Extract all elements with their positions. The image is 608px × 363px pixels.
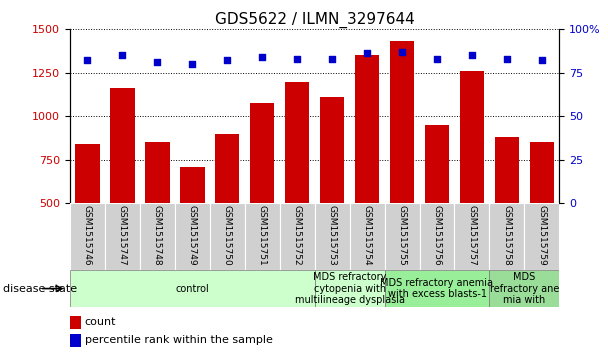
Point bbox=[327, 56, 337, 62]
Text: MDS refractory
cytopenia with
multilineage dysplasia: MDS refractory cytopenia with multilinea… bbox=[295, 272, 404, 305]
Text: MDS
refractory ane
mia with: MDS refractory ane mia with bbox=[489, 272, 559, 305]
Bar bbox=[385, 270, 489, 307]
Bar bbox=[175, 203, 210, 270]
Bar bbox=[489, 270, 559, 307]
Text: GSM1515751: GSM1515751 bbox=[258, 205, 267, 266]
Bar bbox=[489, 203, 525, 270]
Bar bbox=[454, 203, 489, 270]
Bar bbox=[280, 203, 315, 270]
Point bbox=[362, 50, 372, 56]
Bar bbox=[70, 203, 105, 270]
Bar bbox=[250, 103, 274, 290]
Bar bbox=[530, 142, 554, 290]
Bar bbox=[180, 167, 204, 290]
Text: GSM1515757: GSM1515757 bbox=[468, 205, 477, 266]
Bar bbox=[420, 203, 454, 270]
Bar bbox=[425, 125, 449, 290]
Text: GSM1515748: GSM1515748 bbox=[153, 205, 162, 266]
Bar bbox=[244, 203, 280, 270]
Bar bbox=[210, 203, 244, 270]
Bar bbox=[110, 88, 134, 290]
Point bbox=[397, 49, 407, 54]
Point bbox=[117, 52, 127, 58]
Text: count: count bbox=[85, 317, 116, 327]
Point bbox=[187, 61, 197, 67]
Text: GSM1515747: GSM1515747 bbox=[118, 205, 127, 266]
Bar bbox=[495, 137, 519, 290]
Text: GSM1515754: GSM1515754 bbox=[362, 205, 371, 266]
Bar bbox=[215, 134, 240, 290]
Bar bbox=[385, 203, 420, 270]
Text: percentile rank within the sample: percentile rank within the sample bbox=[85, 335, 272, 346]
Text: GSM1515749: GSM1515749 bbox=[188, 205, 197, 266]
Text: GSM1515750: GSM1515750 bbox=[223, 205, 232, 266]
Text: GSM1515746: GSM1515746 bbox=[83, 205, 92, 266]
Bar bbox=[315, 270, 384, 307]
Text: GSM1515755: GSM1515755 bbox=[398, 205, 407, 266]
Bar bbox=[390, 41, 414, 290]
Bar bbox=[524, 203, 559, 270]
Text: GSM1515759: GSM1515759 bbox=[537, 205, 547, 266]
Title: GDS5622 / ILMN_3297644: GDS5622 / ILMN_3297644 bbox=[215, 12, 415, 28]
Bar bbox=[355, 55, 379, 290]
Bar bbox=[320, 97, 344, 290]
Point bbox=[83, 57, 92, 63]
Bar bbox=[75, 144, 100, 290]
Text: control: control bbox=[175, 284, 209, 294]
Text: GSM1515753: GSM1515753 bbox=[328, 205, 337, 266]
Bar bbox=[145, 142, 170, 290]
Text: GSM1515758: GSM1515758 bbox=[502, 205, 511, 266]
Text: MDS refractory anemia
with excess blasts-1: MDS refractory anemia with excess blasts… bbox=[381, 278, 494, 299]
Bar bbox=[70, 334, 81, 347]
Bar bbox=[70, 316, 81, 329]
Bar bbox=[350, 203, 384, 270]
Point bbox=[502, 56, 512, 62]
Point bbox=[537, 57, 547, 63]
Bar bbox=[315, 203, 350, 270]
Bar bbox=[460, 71, 484, 290]
Text: GSM1515756: GSM1515756 bbox=[432, 205, 441, 266]
Point bbox=[432, 56, 442, 62]
Point bbox=[467, 52, 477, 58]
Text: disease state: disease state bbox=[3, 284, 77, 294]
Point bbox=[292, 56, 302, 62]
Bar bbox=[140, 203, 175, 270]
Bar bbox=[105, 203, 140, 270]
Point bbox=[153, 59, 162, 65]
Point bbox=[257, 54, 267, 60]
Bar bbox=[70, 270, 315, 307]
Bar bbox=[285, 82, 309, 290]
Point bbox=[223, 57, 232, 63]
Text: GSM1515752: GSM1515752 bbox=[292, 205, 302, 266]
